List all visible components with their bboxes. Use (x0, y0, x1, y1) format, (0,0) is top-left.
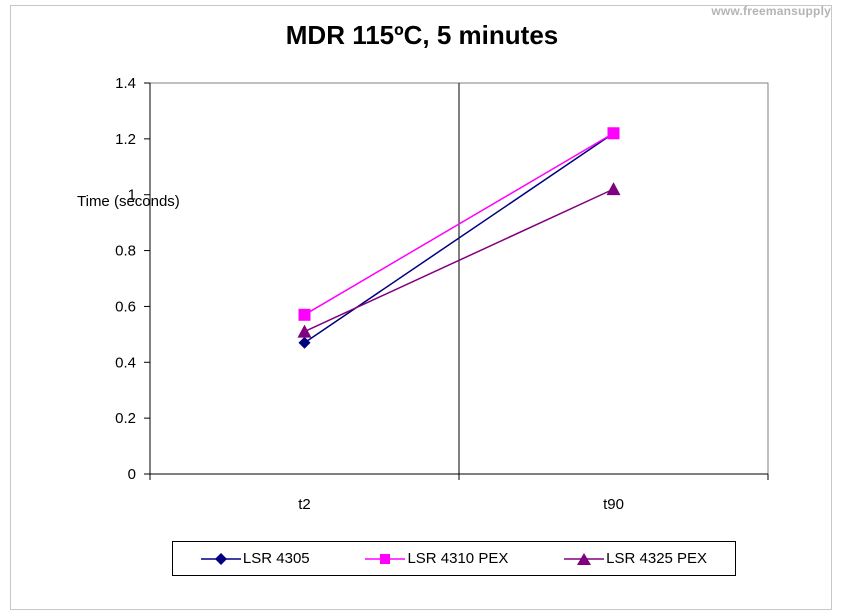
data-point-triangle (298, 325, 312, 338)
legend-entry: LSR 4325 PEX (564, 550, 707, 567)
y-tick-label: 0.6 (115, 298, 136, 315)
legend-diamond-icon (201, 552, 241, 566)
legend-label: LSR 4310 PEX (407, 550, 508, 567)
y-tick-label: 1.4 (115, 75, 136, 92)
y-tick-label: 0.4 (115, 354, 136, 371)
legend-label: LSR 4305 (243, 550, 310, 567)
data-point-diamond (299, 337, 311, 349)
data-point-triangle (607, 182, 621, 195)
x-tick-label: t2 (298, 496, 311, 513)
y-tick-label: 1.2 (115, 131, 136, 148)
legend-entry: LSR 4310 PEX (365, 550, 508, 567)
y-axis-label: Time (seconds) (77, 193, 180, 210)
y-tick-label: 0 (128, 466, 136, 483)
legend: LSR 4305 LSR 4310 PEX LSR 4325 PEX (172, 541, 736, 576)
legend-square-icon (365, 552, 405, 566)
y-tick-label: 0.8 (115, 243, 136, 260)
data-point-square (299, 309, 311, 321)
legend-triangle-icon (564, 552, 604, 566)
x-tick-label: t90 (603, 496, 624, 513)
legend-entry: LSR 4305 (201, 550, 310, 567)
y-tick-label: 0.2 (115, 410, 136, 427)
legend-label: LSR 4325 PEX (606, 550, 707, 567)
data-point-square (608, 127, 620, 139)
